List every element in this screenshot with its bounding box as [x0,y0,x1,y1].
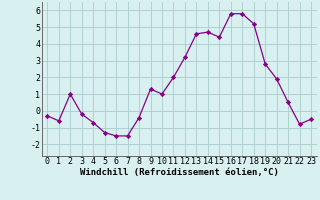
X-axis label: Windchill (Refroidissement éolien,°C): Windchill (Refroidissement éolien,°C) [80,168,279,177]
